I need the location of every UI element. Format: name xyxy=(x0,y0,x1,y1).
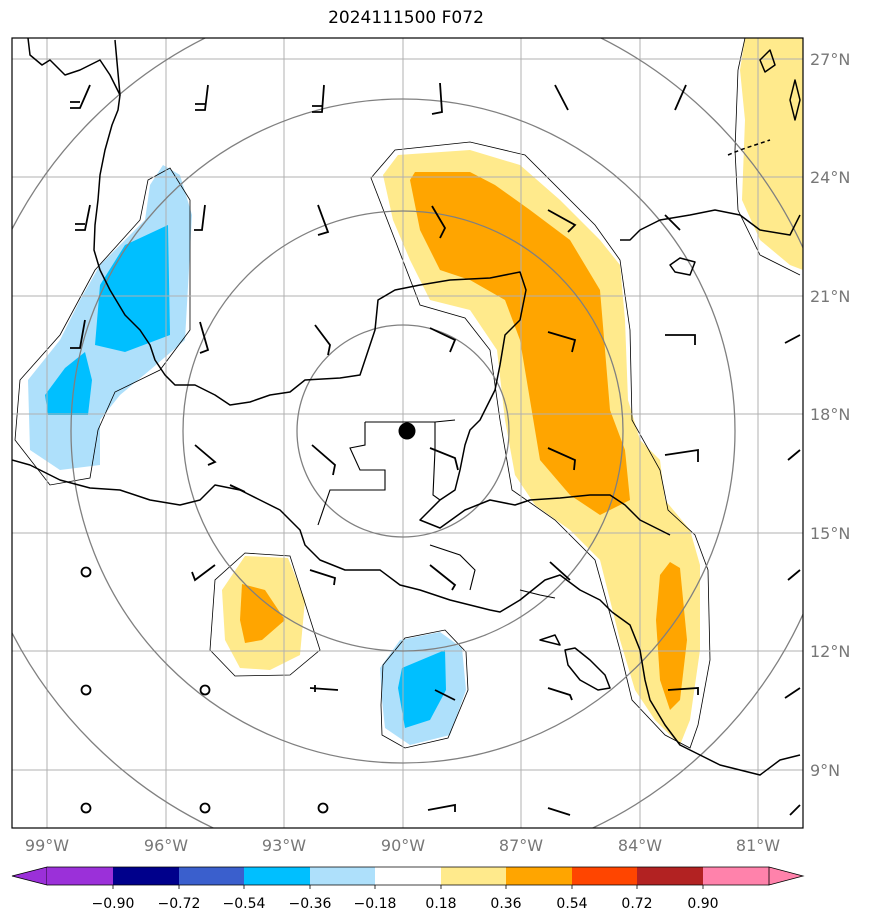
lon-label: 87°W xyxy=(499,836,543,855)
colorbar-tick-label: −0.54 xyxy=(223,896,266,912)
calm-wind-circles xyxy=(80,566,329,814)
lat-label: 27°N xyxy=(810,50,850,69)
colorbar-tick-label: −0.90 xyxy=(92,896,135,912)
colorbar-segment xyxy=(506,867,572,885)
longitude-labels: 99°W 96°W 93°W 90°W 87°W 84°W 81°W xyxy=(25,836,780,855)
colorbar-segment xyxy=(113,867,179,885)
lat-label: 15°N xyxy=(810,524,850,543)
colorbar: −0.90 −0.72 −0.54 −0.36 −0.18 0.18 0.36 … xyxy=(11,866,805,912)
colorbar-tick-label: 0.18 xyxy=(425,896,456,912)
lat-label: 24°N xyxy=(810,168,850,187)
lon-label: 81°W xyxy=(736,836,780,855)
colorbar-tick-label: 0.72 xyxy=(621,896,652,912)
lat-label: 9°N xyxy=(810,761,840,780)
colorbar-tick-label: −0.18 xyxy=(354,896,397,912)
lon-label: 99°W xyxy=(25,836,69,855)
colorbar-tick-label: 0.54 xyxy=(556,896,587,912)
coastlines xyxy=(12,38,801,776)
lat-label: 21°N xyxy=(810,287,850,306)
colorbar-segment xyxy=(179,867,244,885)
colorbar-segment xyxy=(637,867,703,885)
colorbar-segment xyxy=(244,867,310,885)
colorbar-segment xyxy=(703,867,769,885)
plot-frame xyxy=(11,37,804,829)
colorbar-tick-label: −0.72 xyxy=(158,896,201,912)
colorbar-segment xyxy=(11,866,48,886)
negative-anomaly-west xyxy=(14,165,192,486)
latitude-labels: 27°N 24°N 21°N 18°N 15°N 12°N 9°N xyxy=(810,50,850,780)
positive-anomaly-southwest xyxy=(209,552,321,677)
wind-barbs xyxy=(70,82,801,816)
lon-label: 90°W xyxy=(381,836,425,855)
colorbar-segment xyxy=(310,867,375,885)
colorbar-segment xyxy=(441,867,506,885)
colorbar-tick-label: 0.90 xyxy=(687,896,718,912)
lat-label: 12°N xyxy=(810,642,850,661)
lon-label: 93°W xyxy=(262,836,306,855)
range-rings xyxy=(12,38,803,828)
lon-label: 96°W xyxy=(144,836,188,855)
positive-anomaly-northeast xyxy=(734,38,803,276)
positive-anomaly-main xyxy=(370,141,711,749)
colorbar-tick-label: −0.36 xyxy=(289,896,332,912)
negative-anomaly-south xyxy=(380,629,469,749)
colorbar-segment xyxy=(768,866,805,886)
lat-label: 18°N xyxy=(810,405,850,424)
lon-label: 84°W xyxy=(618,836,662,855)
map-title: 2024111500 F072 xyxy=(328,8,484,28)
colorbar-segment xyxy=(375,867,441,885)
colorbar-tick-label: 0.36 xyxy=(490,896,521,912)
colorbar-segment xyxy=(572,867,637,885)
colorbar-segment xyxy=(47,867,113,885)
storm-center-marker xyxy=(398,422,416,440)
